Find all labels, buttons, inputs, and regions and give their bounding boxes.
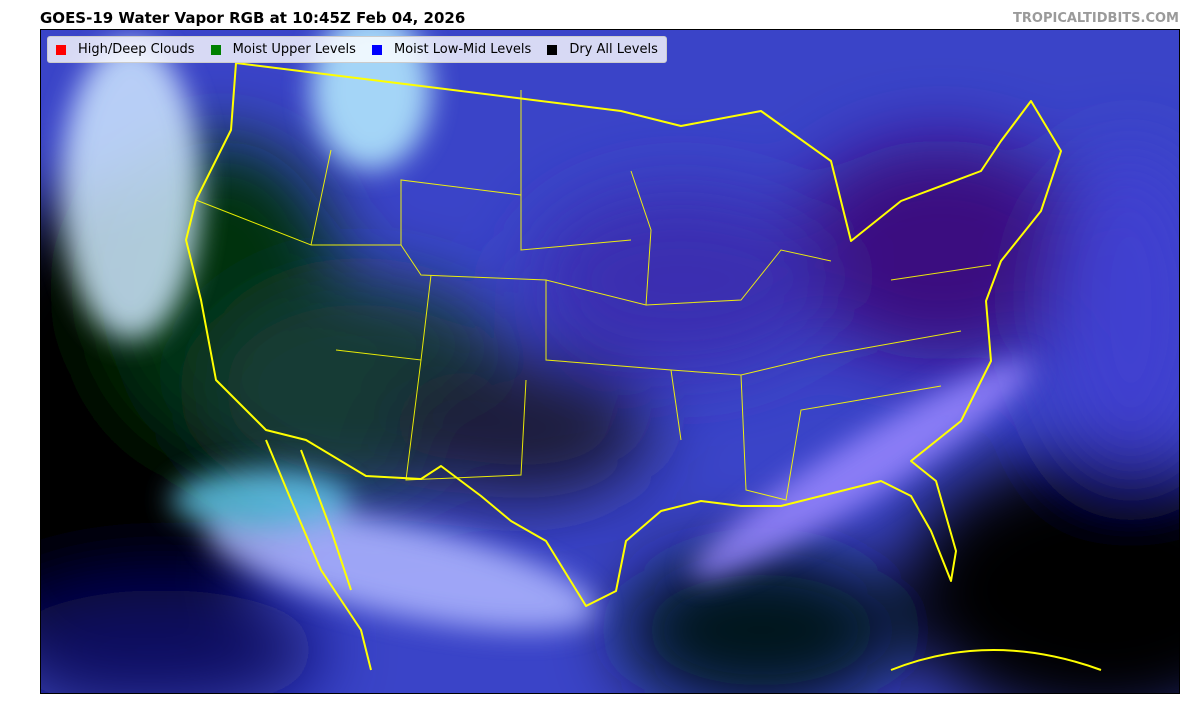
legend-swatch-red — [56, 44, 66, 55]
legend-label: Moist Low-Mid Levels — [393, 42, 532, 57]
legend-label: Dry All Levels — [569, 42, 658, 57]
legend-item-moist-low-mid-levels: Moist Low-Mid Levels — [371, 42, 532, 57]
legend-item-moist-upper-levels: Moist Upper Levels — [210, 42, 356, 57]
legend-label: High/Deep Clouds — [78, 42, 195, 57]
country-coastline-outline — [185, 62, 1102, 671]
legend-swatch-blue — [371, 44, 382, 55]
state-boundaries — [195, 90, 992, 501]
satellite-map — [40, 29, 1180, 694]
legend-item-dry-all-levels: Dry All Levels — [547, 42, 658, 57]
site-credit: TROPICALTIDBITS.COM — [1013, 11, 1179, 26]
legend-item-high-deep-clouds: High/Deep Clouds — [56, 42, 195, 57]
legend-swatch-black — [547, 44, 558, 55]
map-title: GOES-19 Water Vapor RGB at 10:45Z Feb 04… — [40, 9, 466, 27]
satellite-imagery — [41, 30, 1179, 693]
legend-label: Moist Upper Levels — [232, 42, 356, 57]
legend-swatch-green — [210, 44, 221, 55]
map-legend: High/Deep Clouds Moist Upper Levels Mois… — [47, 36, 667, 63]
